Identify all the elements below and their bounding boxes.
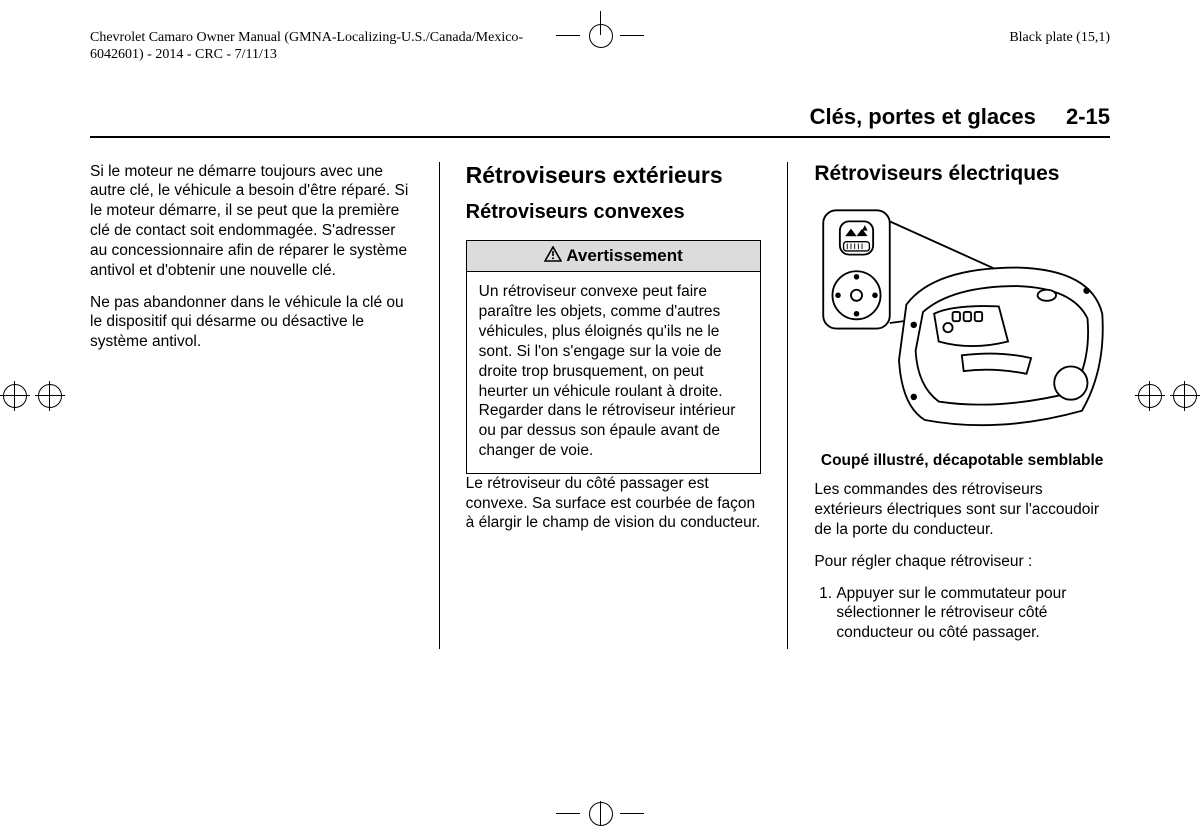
column-2: Rétroviseurs extérieurs Rétroviseurs con… <box>439 162 762 650</box>
col1-para1: Si le moteur ne démarre toujours avec un… <box>90 162 413 281</box>
plate-label: Black plate (15,1) <box>1009 30 1110 64</box>
section-title: Clés, portes et glaces <box>810 104 1036 129</box>
col2-heading: Rétroviseurs extérieurs <box>466 162 762 188</box>
steps-list: Appuyer sur le commutateur pour sélectio… <box>814 584 1110 643</box>
warning-title: Avertissement <box>566 246 683 265</box>
warning-icon <box>544 246 562 268</box>
warning-body: Un rétroviseur convexe peut faire paraît… <box>467 272 761 472</box>
column-3: Rétroviseurs électriques <box>787 162 1110 650</box>
doc-id-line2: 6042601) - 2014 - CRC - 7/11/13 <box>90 47 277 62</box>
page-number: 2-15 <box>1066 104 1110 129</box>
body-columns: Si le moteur ne démarre toujours avec un… <box>90 162 1110 650</box>
column-1: Si le moteur ne démarre toujours avec un… <box>90 162 413 650</box>
col3-heading: Rétroviseurs électriques <box>814 162 1110 186</box>
figure-caption: Coupé illustré, décapotable semblable <box>814 452 1110 471</box>
col2-after-warning: Le rétroviseur du côté passager est conv… <box>466 474 762 533</box>
col3-para1: Les commandes des rétroviseurs extérieur… <box>814 480 1110 539</box>
doc-id-line1: Chevrolet Camaro Owner Manual (GMNA-Loca… <box>90 30 523 45</box>
warning-header: Avertissement <box>467 241 761 273</box>
col1-para2: Ne pas abandonner dans le véhicule la cl… <box>90 293 413 352</box>
warning-box: Avertissement Un rétroviseur convexe peu… <box>466 240 762 474</box>
col2-subheading: Rétroviseurs convexes <box>466 200 762 226</box>
running-header: Clés, portes et glaces 2-15 <box>90 104 1110 138</box>
step-1: Appuyer sur le commutateur pour sélectio… <box>836 584 1110 643</box>
print-meta: Chevrolet Camaro Owner Manual (GMNA-Loca… <box>90 30 1110 64</box>
col3-para2: Pour régler chaque rétroviseur : <box>814 552 1110 572</box>
page: Chevrolet Camaro Owner Manual (GMNA-Loca… <box>0 0 1200 840</box>
mirror-control-figure <box>814 198 1110 448</box>
